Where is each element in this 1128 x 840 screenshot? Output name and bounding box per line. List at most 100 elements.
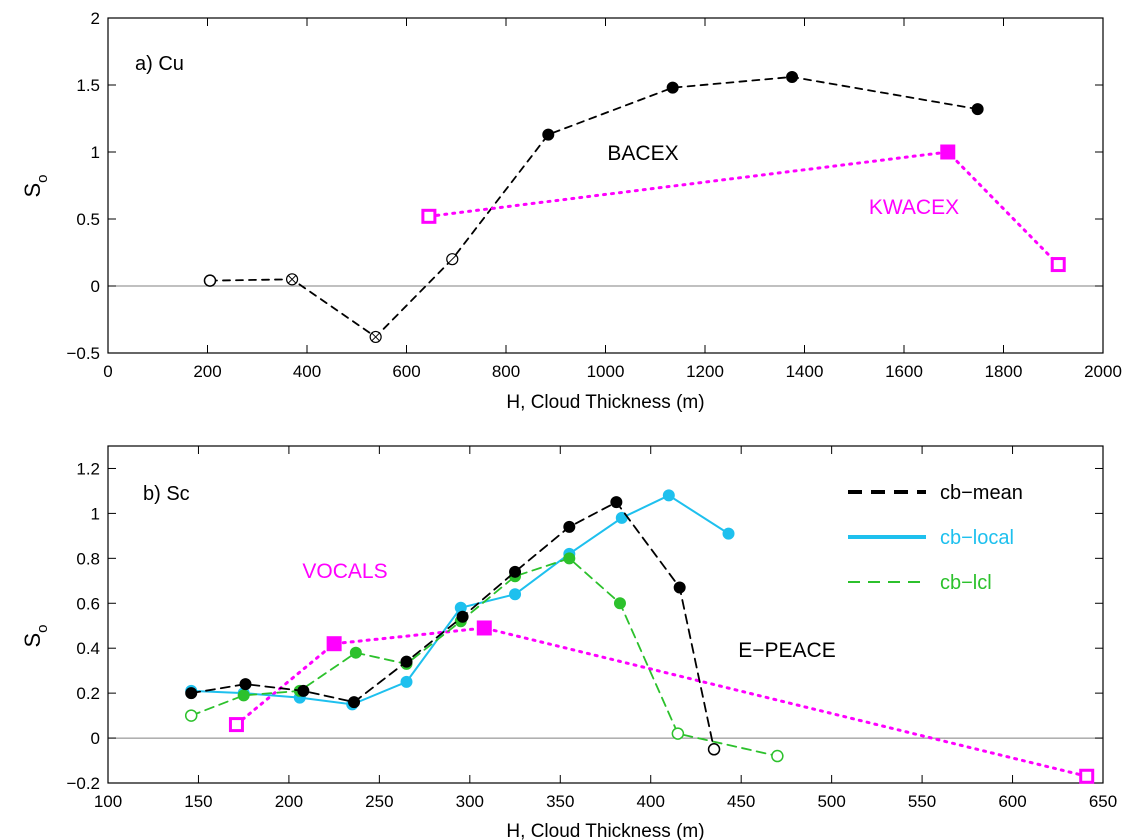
- y-tick-label: −0.5: [66, 344, 100, 363]
- data-point-bacex-backslash: [371, 332, 381, 342]
- y-axis-label: So: [20, 174, 51, 197]
- y-tick-label: 1: [91, 504, 100, 523]
- x-tick-label: 0: [103, 362, 112, 381]
- y-tick-label: 2: [91, 9, 100, 28]
- data-point-cb-lcl: [349, 646, 362, 659]
- series-annotation: E−PEACE: [738, 639, 835, 662]
- x-tick-label: 200: [193, 362, 221, 381]
- data-point-bacex: [369, 330, 382, 344]
- legend-label: cb−lcl: [940, 572, 992, 594]
- y-tick-label: 1: [91, 143, 100, 162]
- x-tick-label: 100: [94, 792, 122, 811]
- series-annotation: BACEX: [607, 142, 678, 165]
- y-axis-label-main: S: [20, 633, 45, 648]
- series-cb-local: [185, 489, 735, 711]
- data-point-cb-mean: [456, 610, 469, 623]
- x-tick-label: 150: [184, 792, 212, 811]
- x-tick-label: 300: [456, 792, 484, 811]
- data-point-cb-lcl: [237, 689, 250, 702]
- panel-a-cu: 0 200 400 600 800 1000 1200 1400 1600 1800 2000 −0.…: [20, 9, 1122, 413]
- x-tick-label: 2000: [1084, 362, 1122, 381]
- series-bacex: [203, 70, 984, 344]
- data-point-vocals: [476, 620, 492, 636]
- data-point-cb-lcl: [671, 727, 685, 740]
- legend: cb−mean cb−local cb−lcl: [848, 482, 1023, 594]
- data-point-cb-mean: [400, 655, 413, 668]
- x-tick-label: 600: [998, 792, 1026, 811]
- y-axis-label-main: S: [20, 183, 45, 198]
- data-point-kwacex: [1050, 257, 1066, 273]
- panel-b-sc: 100 150 200 250 300 350 400 450 500 550 600 650 −0.2…: [20, 445, 1117, 840]
- x-tick-label: 600: [392, 362, 420, 381]
- y-tick-label: 0.4: [76, 639, 100, 658]
- series-annotation: VOCALS: [302, 560, 387, 583]
- data-point-cb-mean: [673, 581, 686, 594]
- data-point-vocals: [326, 636, 342, 652]
- data-point-vocals: [1079, 768, 1095, 784]
- x-tick-label: 1600: [885, 362, 923, 381]
- series-line-cb-lcl: [190, 557, 779, 757]
- y-tick-label: 1.5: [76, 76, 100, 95]
- x-axis-label: H, Cloud Thickness (m): [506, 392, 704, 413]
- data-point-cb-mean: [185, 687, 198, 700]
- y-tick-label: −0.2: [66, 774, 100, 793]
- data-point-cb-local: [722, 527, 735, 540]
- data-point-bacex: [203, 274, 217, 287]
- data-point-cb-local: [662, 489, 675, 502]
- data-point-cb-mean: [239, 678, 252, 691]
- y-axis-label: So: [20, 624, 51, 647]
- data-point-cb-mean: [610, 496, 623, 509]
- data-point-bacex-backslash: [287, 274, 297, 284]
- series-line-cb-local: [190, 494, 730, 706]
- y-tick-label: 0: [91, 277, 100, 296]
- data-point-bacex: [971, 103, 984, 116]
- data-point-cb-mean: [348, 696, 361, 709]
- plot-frame: [107, 445, 1104, 784]
- data-point-cb-mean: [297, 684, 310, 697]
- x-tick-label: 400: [637, 792, 665, 811]
- x-tick-label: 550: [908, 792, 936, 811]
- panel-label: a) Cu: [135, 53, 184, 75]
- y-tick-label: 0.2: [76, 684, 100, 703]
- data-point-cb-mean: [563, 520, 576, 533]
- series-line-vocals: [234, 626, 1089, 778]
- x-tick-label: 1000: [587, 362, 625, 381]
- x-tick-label: 200: [275, 792, 303, 811]
- x-tick-label: 350: [546, 792, 574, 811]
- x-tick-label: 500: [817, 792, 845, 811]
- data-point-cb-mean: [509, 565, 522, 578]
- legend-label: cb−local: [940, 527, 1014, 549]
- x-tick-label: 1800: [985, 362, 1023, 381]
- data-point-bacex: [542, 128, 555, 141]
- series-kwacex: [421, 144, 1066, 273]
- data-point-bacex: [285, 273, 299, 286]
- data-point-cb-lcl: [563, 552, 576, 565]
- series-annotation: KWACEX: [869, 196, 959, 219]
- y-axis-label-sub: o: [34, 174, 51, 182]
- x-axis-label: H, Cloud Thickness (m): [506, 821, 704, 840]
- y-tick-label: 0: [91, 729, 100, 748]
- series-cb-mean: [185, 496, 721, 756]
- x-tick-label: 650: [1089, 792, 1117, 811]
- y-tick-label: 1.2: [76, 459, 100, 478]
- data-point-kwacex: [421, 208, 437, 224]
- data-point-bacex: [666, 81, 679, 94]
- series-line-kwacex: [427, 150, 1060, 267]
- x-tick-label: 400: [293, 362, 321, 381]
- x-tick-label: 1400: [786, 362, 824, 381]
- data-point-cb-local: [400, 675, 413, 688]
- plot-frame: [107, 17, 1104, 354]
- data-point-cb-lcl: [613, 597, 626, 610]
- x-tick-label: 1200: [686, 362, 724, 381]
- panel-label: b) Sc: [143, 483, 190, 505]
- data-point-bacex: [446, 253, 459, 266]
- data-point-cb-lcl: [771, 749, 784, 763]
- data-point-bacex-slash: [447, 254, 457, 264]
- data-point-cb-lcl: [184, 709, 198, 722]
- series-line-bacex: [209, 76, 979, 339]
- x-tick-label: 800: [492, 362, 520, 381]
- series-vocals: [228, 620, 1095, 784]
- data-point-cb-local: [509, 588, 522, 601]
- x-tick-label: 250: [365, 792, 393, 811]
